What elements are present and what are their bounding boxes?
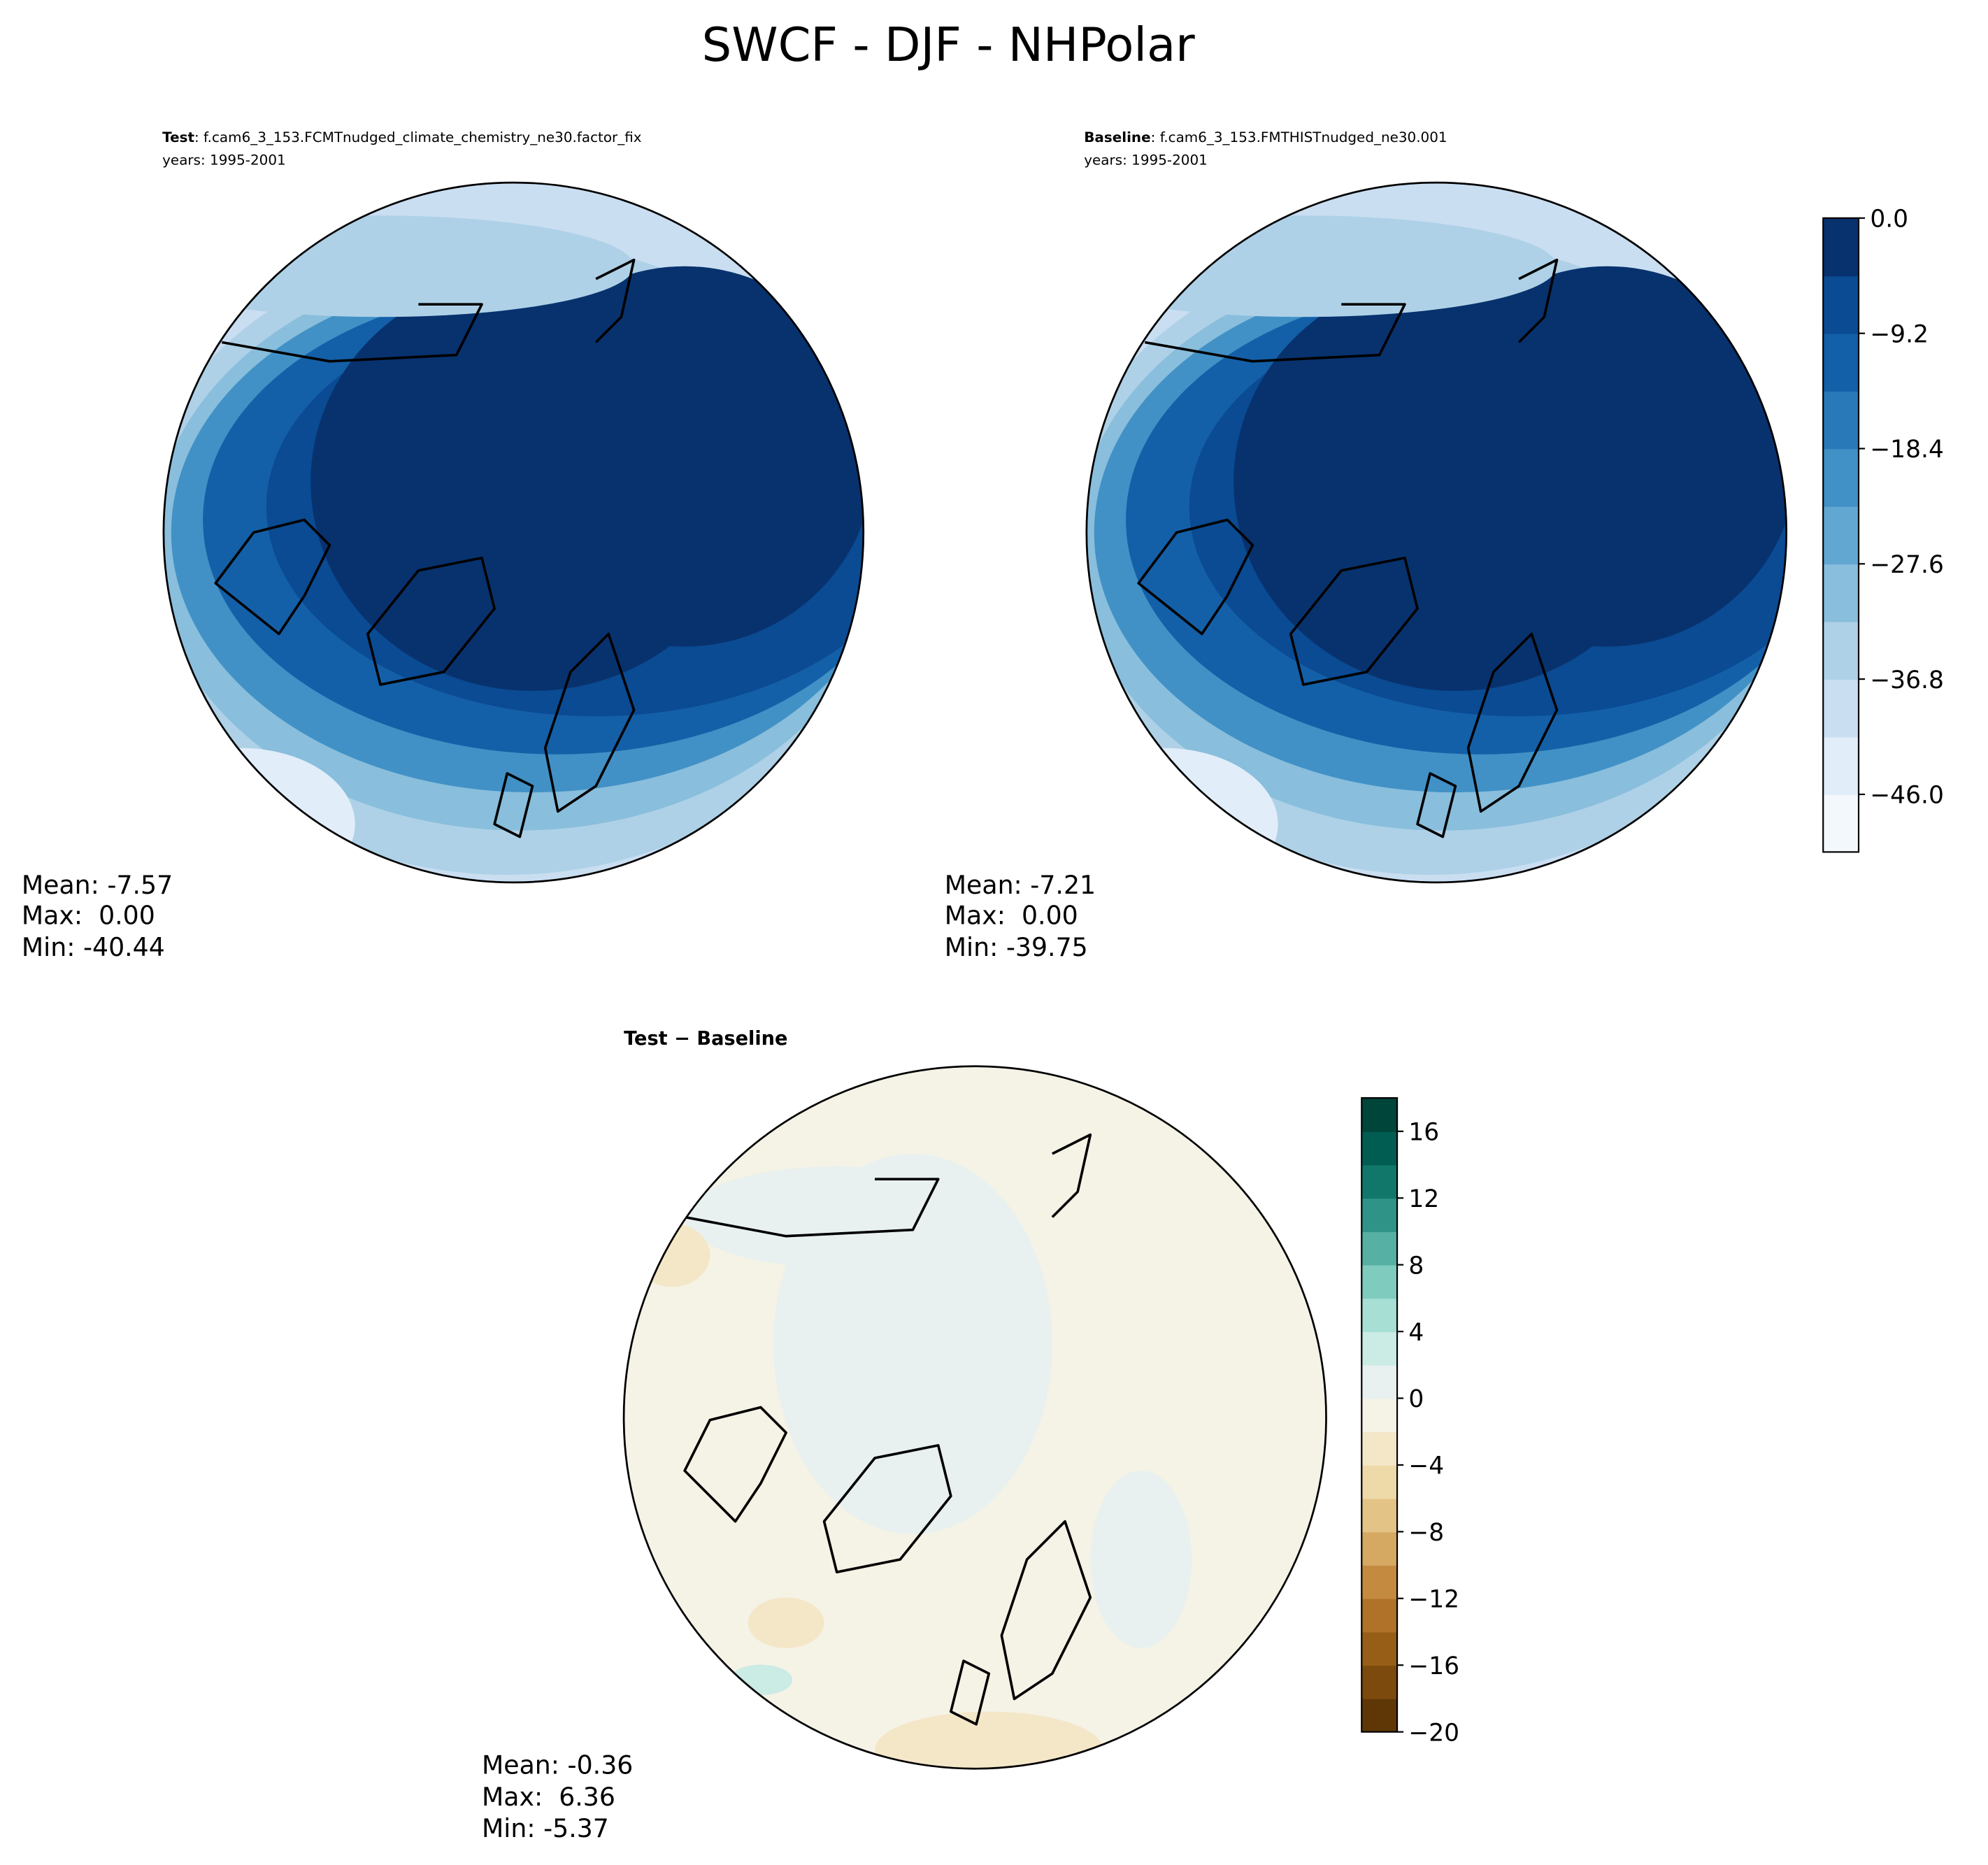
colorbar-band (1361, 1631, 1398, 1666)
colorbar-band (1361, 1198, 1398, 1232)
colorbar-tick-label: 0.0 (1870, 206, 1908, 234)
stat-text: Max: 0.00 (945, 901, 1078, 931)
panel-label: Baseline (1084, 129, 1150, 145)
stat-text: Min: -39.75 (945, 932, 1088, 962)
colorbar-band (1823, 564, 1859, 622)
colorbar-band (1361, 1531, 1398, 1566)
colorbar-band (1823, 448, 1859, 507)
colorbar-band (1361, 1331, 1398, 1366)
figure-title: SWCF - DJF - NHPolar (702, 17, 1195, 72)
colorbar-band (1823, 276, 1859, 334)
colorbar-band (1823, 217, 1859, 277)
stat-text: Max: 6.36 (482, 1782, 615, 1812)
colorbar-tick-label: −20 (1408, 1719, 1459, 1747)
colorbar-tick-label: 16 (1408, 1119, 1439, 1147)
stat-text: Mean: -0.36 (482, 1750, 633, 1780)
panel-label: Test (162, 129, 194, 145)
stat-text: Max: 0.00 (22, 901, 155, 931)
stat-text: Mean: -7.57 (22, 870, 173, 900)
map (163, 183, 864, 883)
panel-years: years: 1995-2001 (162, 152, 286, 169)
colorbar-band (1361, 1264, 1398, 1299)
colorbar-band (1361, 1498, 1398, 1533)
colorbar-band (1361, 1131, 1398, 1166)
colorbar-tick-label: −12 (1408, 1585, 1459, 1613)
colorbar-band (1361, 1565, 1398, 1599)
colorbar-tick-label: −36.8 (1870, 666, 1944, 694)
stat-text: Min: -40.44 (22, 932, 165, 962)
colorbar-band (1361, 1164, 1398, 1199)
colorbar-band (1361, 1464, 1398, 1499)
colorbar-frame (1361, 1097, 1399, 1733)
colorbar-frame (1822, 217, 1860, 853)
colorbar-band (1823, 391, 1859, 450)
colorbar-band (1823, 333, 1859, 392)
colorbar-tick-label: 12 (1408, 1185, 1439, 1213)
colorbar-band (1823, 736, 1859, 795)
map (624, 1066, 1326, 1769)
colorbar-tick-label: −9.2 (1870, 320, 1929, 348)
colorbar-band (1361, 1231, 1398, 1266)
colorbar-band (1361, 1398, 1398, 1433)
stats: Mean: -7.57 Max: 0.00 Min: -40.44 Mean: … (22, 870, 1096, 1843)
colorbar-tick-label: 4 (1408, 1319, 1424, 1347)
colorbar-tick-label: −46.0 (1870, 782, 1944, 810)
colorbar-band (1361, 1698, 1398, 1733)
map (1086, 183, 1787, 883)
colorbar-band (1361, 1298, 1398, 1332)
panel-label: Test − Baseline (624, 1028, 787, 1050)
colorbar-band (1823, 679, 1859, 738)
colorbar-tick-label: −18.4 (1870, 436, 1944, 464)
colorbar-tick-label: −8 (1408, 1519, 1444, 1547)
colorbar-band (1361, 1431, 1398, 1466)
panel-header: Test: f.cam6_3_153.FCMTnudged_climate_ch… (162, 129, 642, 145)
colorbar-band (1361, 1364, 1398, 1399)
stat-text: Min: -5.37 (482, 1813, 609, 1843)
panel-years: years: 1995-2001 (1084, 152, 1208, 169)
colorbar-band (1823, 794, 1859, 853)
colorbar-tick-label: −27.6 (1870, 551, 1944, 579)
colorbar-tick-label: 0 (1408, 1385, 1424, 1413)
colorbar-band (1361, 1598, 1398, 1633)
colorbar-band (1823, 621, 1859, 680)
colorbar-tick-label: 8 (1408, 1252, 1424, 1280)
colorbar-band (1361, 1665, 1398, 1699)
colorbar-band (1823, 506, 1859, 565)
panel-case: : f.cam6_3_153.FCMTnudged_climate_chemis… (194, 129, 642, 145)
colorbar-band (1361, 1098, 1398, 1132)
colorbar-tick-label: −4 (1408, 1452, 1444, 1480)
panel-case: : f.cam6_3_153.FMTHISTnudged_ne30.001 (1151, 129, 1447, 145)
stat-text: Mean: -7.21 (945, 870, 1096, 900)
colorbar-tick-label: −16 (1408, 1652, 1459, 1680)
panel-header: Baseline: f.cam6_3_153.FMTHISTnudged_ne3… (1084, 129, 1447, 145)
